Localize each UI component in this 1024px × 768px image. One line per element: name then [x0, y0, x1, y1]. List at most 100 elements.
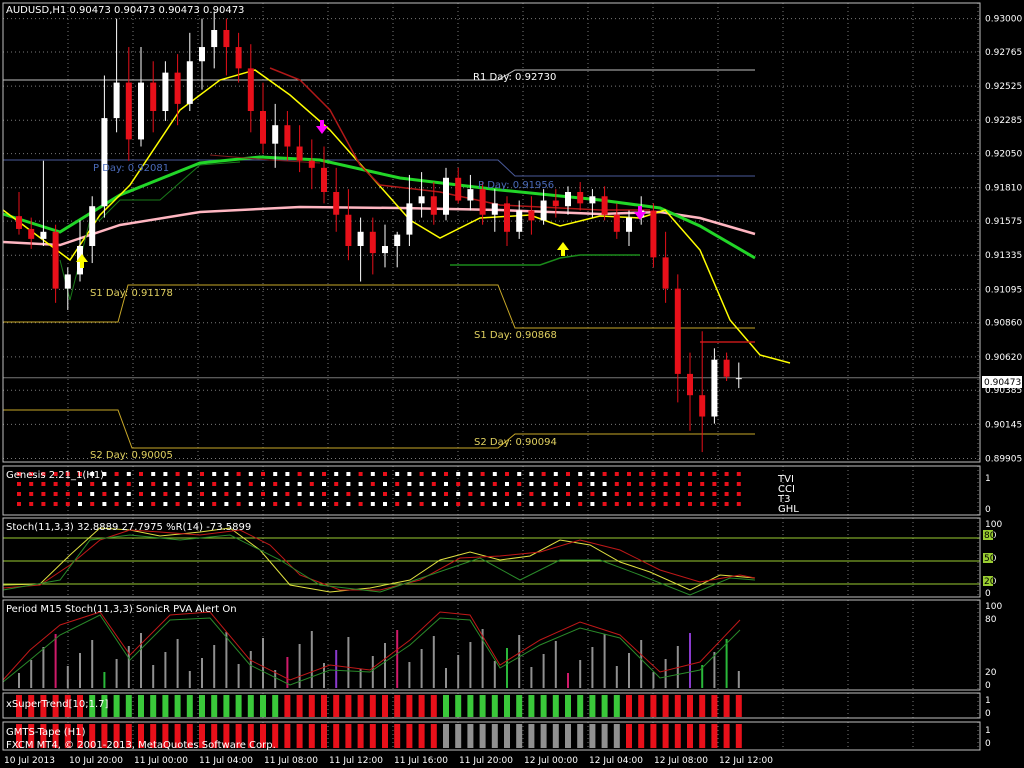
supertrend-bar: [735, 695, 742, 717]
genesis-dot: [712, 492, 717, 496]
period-axis-0: 0: [985, 681, 991, 691]
time-tick-label: 11 Jul 08:00: [264, 756, 318, 766]
supertrend-bar: [235, 695, 242, 717]
genesis-dot: [175, 482, 180, 486]
supertrend-bar: [296, 695, 303, 717]
genesis-dot: [431, 502, 436, 506]
genesis-dot: [736, 502, 741, 506]
gmts-bar: [308, 724, 315, 748]
supertrend-bar: [577, 695, 584, 717]
gmts-bar: [150, 724, 157, 748]
supertrend-bar: [345, 695, 352, 717]
genesis-dot: [700, 472, 705, 476]
gmts-bar: [601, 724, 608, 748]
candle-body: [113, 82, 120, 119]
genesis-dot: [126, 482, 131, 486]
genesis-dot: [724, 502, 729, 506]
stoch-tag-20: [983, 576, 993, 586]
price-tick-label: 0.93000: [985, 15, 1022, 25]
price-tick-label: 0.90860: [985, 319, 1022, 329]
genesis-dot: [212, 482, 217, 486]
candle-body: [418, 196, 425, 204]
gmts-bar: [479, 724, 486, 748]
supertrend-bar: [52, 695, 59, 717]
genesis-dot: [41, 472, 46, 476]
candle-body: [223, 30, 230, 48]
current-price-tag: [982, 376, 1022, 388]
price-tick-label: 0.89905: [985, 454, 1022, 464]
gmts-bar: [638, 724, 645, 748]
genesis-dot: [639, 472, 644, 476]
genesis-dot: [407, 472, 412, 476]
gmts-bar: [321, 724, 327, 748]
gmts-bar: [406, 724, 413, 748]
candle-body: [626, 217, 632, 232]
genesis-dot: [334, 502, 339, 506]
genesis-dot: [492, 482, 497, 486]
candle-body: [52, 231, 59, 289]
stoch-title: Stoch(11,3,3) 32.8889 27.7975 %R(14) -73…: [6, 522, 251, 533]
supertrend-bar: [223, 695, 230, 717]
genesis-dot: [261, 472, 265, 476]
candle-body: [467, 189, 474, 201]
supertrend-bar: [467, 695, 474, 717]
genesis-dot: [102, 482, 107, 486]
genesis-dot: [346, 502, 351, 506]
gmts-bar: [186, 724, 193, 748]
genesis-dot: [614, 502, 619, 506]
supertrend-bar: [125, 695, 132, 717]
candle-body: [589, 196, 596, 204]
genesis-dot: [309, 502, 314, 506]
r1-label: R1 Day: 0.92730: [473, 72, 556, 83]
gmts-title: GMTS-Tape (H1): [6, 727, 86, 738]
pane-frame: [2, 692, 981, 719]
genesis-dot: [151, 482, 156, 486]
genesis-dot: [651, 492, 656, 496]
candle-body: [40, 231, 47, 239]
gmts-bar: [455, 724, 462, 748]
gmts-bar: [369, 724, 376, 748]
genesis-dot: [65, 502, 70, 506]
genesis-axis-0: 0: [985, 505, 991, 515]
genesis-dot: [151, 472, 156, 476]
supertrend-bar: [113, 695, 120, 717]
genesis-dot: [297, 482, 302, 486]
genesis-row-ghl: GHL: [778, 504, 799, 515]
genesis-dot: [273, 492, 278, 496]
genesis-dot: [431, 492, 436, 496]
genesis-dot: [297, 472, 302, 476]
genesis-dot: [139, 482, 143, 486]
price-tick-label: 0.91575: [985, 217, 1022, 227]
period-title: Period M15 Stoch(11,3,3) SonicR PVA Aler…: [6, 604, 237, 615]
genesis-dot: [663, 502, 668, 506]
genesis-dot: [65, 472, 70, 476]
gmts-bar: [174, 724, 181, 748]
genesis-dot: [102, 472, 107, 476]
genesis-dot: [151, 502, 156, 506]
genesis-dot: [248, 502, 253, 506]
genesis-dot: [187, 482, 192, 486]
gmts-bar: [552, 724, 559, 748]
supertrend-bar: [699, 695, 706, 717]
time-tick-label: 11 Jul 20:00: [459, 756, 513, 766]
supertrend-bar: [64, 695, 71, 717]
genesis-dot: [712, 482, 717, 486]
candle-body: [64, 274, 71, 289]
genesis-dot: [273, 472, 278, 476]
genesis-dot: [517, 492, 522, 496]
supertrend-bar: [89, 695, 96, 717]
supertrend-bar: [28, 695, 35, 717]
candle-body: [211, 30, 218, 48]
genesis-dot: [553, 492, 558, 496]
ma-dark-2: [209, 154, 321, 164]
genesis-dot: [248, 472, 253, 476]
genesis-dot: [309, 492, 314, 496]
genesis-dot: [126, 472, 131, 476]
supertrend-bar: [687, 695, 693, 717]
genesis-dot: [236, 492, 241, 496]
genesis-dot: [358, 492, 363, 496]
supertrend-bar: [443, 695, 449, 717]
candle-body: [735, 378, 742, 380]
genesis-dot: [688, 472, 692, 476]
genesis-dot: [627, 482, 631, 486]
